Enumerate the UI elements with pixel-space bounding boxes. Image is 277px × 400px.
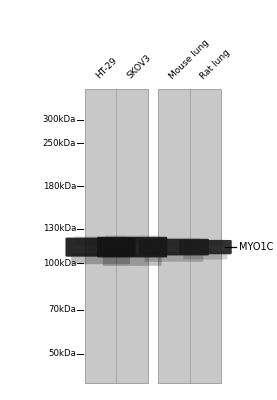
Text: Mouse lung: Mouse lung bbox=[168, 38, 211, 81]
FancyBboxPatch shape bbox=[147, 238, 201, 246]
FancyBboxPatch shape bbox=[106, 236, 159, 245]
Text: 300kDa: 300kDa bbox=[43, 115, 76, 124]
FancyBboxPatch shape bbox=[103, 254, 161, 266]
FancyBboxPatch shape bbox=[74, 236, 127, 245]
Text: 70kDa: 70kDa bbox=[48, 305, 76, 314]
FancyBboxPatch shape bbox=[183, 251, 227, 260]
Text: 100kDa: 100kDa bbox=[43, 258, 76, 268]
Bar bbox=[158, 89, 221, 383]
Text: Rat lung: Rat lung bbox=[199, 48, 232, 81]
Text: 130kDa: 130kDa bbox=[43, 224, 76, 233]
FancyBboxPatch shape bbox=[97, 237, 167, 258]
FancyBboxPatch shape bbox=[71, 253, 130, 264]
Bar bbox=[85, 89, 148, 383]
Text: MYO1C: MYO1C bbox=[239, 242, 273, 252]
Text: 180kDa: 180kDa bbox=[43, 182, 76, 191]
Text: 50kDa: 50kDa bbox=[48, 349, 76, 358]
Text: 250kDa: 250kDa bbox=[43, 139, 76, 148]
FancyBboxPatch shape bbox=[186, 239, 225, 246]
FancyBboxPatch shape bbox=[179, 240, 232, 254]
FancyBboxPatch shape bbox=[145, 252, 203, 262]
FancyBboxPatch shape bbox=[139, 239, 209, 256]
Text: SKOV3: SKOV3 bbox=[126, 53, 153, 81]
Text: HT-29: HT-29 bbox=[94, 56, 119, 81]
FancyBboxPatch shape bbox=[65, 238, 136, 257]
